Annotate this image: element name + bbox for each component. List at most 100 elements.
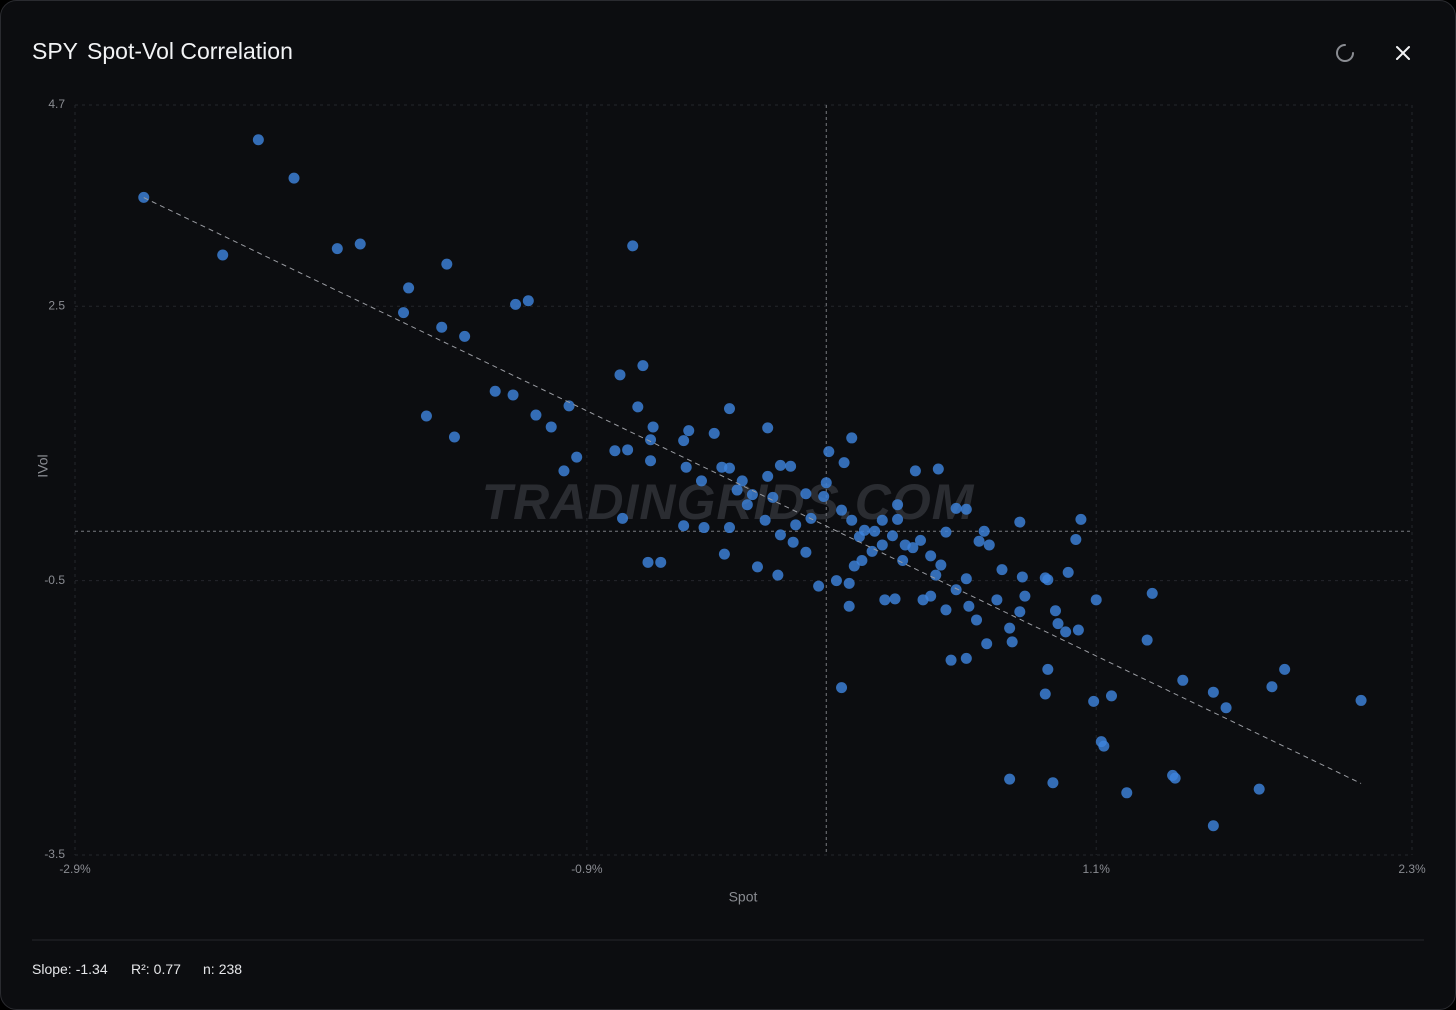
x-tick-label: -2.9% xyxy=(59,862,91,876)
scatter-point xyxy=(645,455,657,467)
scatter-point xyxy=(678,520,690,532)
scatter-point xyxy=(1049,605,1061,617)
scatter-point xyxy=(441,258,453,270)
scatter-point xyxy=(1121,787,1133,799)
scatter-point xyxy=(1042,663,1054,675)
stat-label: Slope: xyxy=(32,961,72,977)
scatter-point xyxy=(1207,686,1219,698)
scatter-point xyxy=(892,513,904,525)
scatter-point xyxy=(1207,820,1219,832)
scatter-point xyxy=(1088,695,1100,707)
scatter-point xyxy=(558,465,570,477)
watermark: TRADINGRIDS.COM xyxy=(482,474,975,530)
scatter-point xyxy=(772,569,784,581)
stat-label: R²: xyxy=(131,961,150,977)
scatter-point xyxy=(767,491,779,503)
scatter-point xyxy=(1279,663,1291,675)
close-button[interactable] xyxy=(1396,46,1410,60)
scatter-point xyxy=(331,243,343,255)
scatter-point xyxy=(1047,777,1059,789)
scatter-point xyxy=(973,535,985,547)
scatter-point xyxy=(1014,516,1026,528)
y-tick-label: -0.5 xyxy=(44,573,65,587)
scatter-point xyxy=(981,638,993,650)
scatter-point xyxy=(960,503,972,515)
scatter-point xyxy=(489,385,501,397)
close-icon[interactable] xyxy=(1396,46,1410,60)
scatter-point xyxy=(614,369,626,381)
scatter-point xyxy=(879,594,891,606)
scatter-point xyxy=(1141,634,1153,646)
scatter-point xyxy=(1052,618,1064,630)
scatter-point xyxy=(759,514,771,526)
scatter-point xyxy=(991,594,1003,606)
scatter-point xyxy=(813,580,825,592)
scatter-point xyxy=(645,434,657,446)
scatter-point xyxy=(1062,566,1074,578)
scatter-point xyxy=(436,321,448,333)
scatter-point xyxy=(914,534,926,546)
scatter-point xyxy=(510,298,522,310)
scatter-point xyxy=(642,556,654,568)
scatter-point xyxy=(1042,574,1054,586)
scatter-point xyxy=(897,554,909,566)
scatter-point xyxy=(1060,626,1072,638)
scatter-point xyxy=(138,191,150,203)
y-tick-label: 2.5 xyxy=(48,298,65,312)
scatter-point xyxy=(252,134,264,146)
scatter-point xyxy=(571,451,583,463)
stat-n: n: 238 xyxy=(203,961,242,977)
scatter-point xyxy=(983,539,995,551)
scatter-point xyxy=(978,525,990,537)
scatter-point xyxy=(1098,740,1110,752)
scatter-point xyxy=(1105,690,1117,702)
scatter-point xyxy=(996,564,1008,576)
scatter-point xyxy=(800,546,812,558)
scatter-point xyxy=(848,560,860,572)
scatter-point xyxy=(683,425,695,437)
title: Spot-Vol Correlation xyxy=(87,38,293,64)
scatter-point xyxy=(762,470,774,482)
stat-value: -1.34 xyxy=(76,961,108,977)
scatter-point xyxy=(830,575,842,587)
scatter-point xyxy=(217,249,229,261)
scatter-point xyxy=(909,465,921,477)
refresh-button[interactable] xyxy=(1336,44,1354,62)
y-axis-label: IVol xyxy=(35,454,51,477)
scatter-point xyxy=(708,427,720,439)
scatter-point xyxy=(507,389,519,401)
scatter-point xyxy=(1006,636,1018,648)
scatter-point xyxy=(752,561,764,573)
x-tick-label: 1.1% xyxy=(1083,862,1111,876)
scatter-point xyxy=(790,519,802,531)
scatter-point xyxy=(785,460,797,472)
scatter-point xyxy=(723,462,735,474)
scatter-point xyxy=(762,422,774,434)
scatter-point xyxy=(695,475,707,487)
scatter-point xyxy=(627,240,639,252)
scatter-point xyxy=(1039,688,1051,700)
scatter-point xyxy=(838,457,850,469)
stat-value: 0.77 xyxy=(154,961,181,977)
scatter-point xyxy=(1014,606,1026,618)
refresh-icon[interactable] xyxy=(1336,44,1354,62)
scatter-point xyxy=(1146,587,1158,599)
scatter-point xyxy=(632,401,644,413)
scatter-point xyxy=(774,459,786,471)
scatter-point xyxy=(876,539,888,551)
x-tick-label: 2.3% xyxy=(1398,862,1426,876)
scatter-point xyxy=(522,295,534,307)
scatter-point xyxy=(940,604,952,616)
scatter-point xyxy=(459,330,471,342)
scatter-point xyxy=(680,461,692,473)
scatter-point xyxy=(843,577,855,589)
scatter-point xyxy=(403,282,415,294)
scatter-point xyxy=(930,569,942,581)
scatter-point xyxy=(869,525,881,537)
scatter-point xyxy=(1075,513,1087,525)
scatter-point xyxy=(960,652,972,664)
scatter-point xyxy=(823,446,835,458)
scatter-point xyxy=(846,432,858,444)
